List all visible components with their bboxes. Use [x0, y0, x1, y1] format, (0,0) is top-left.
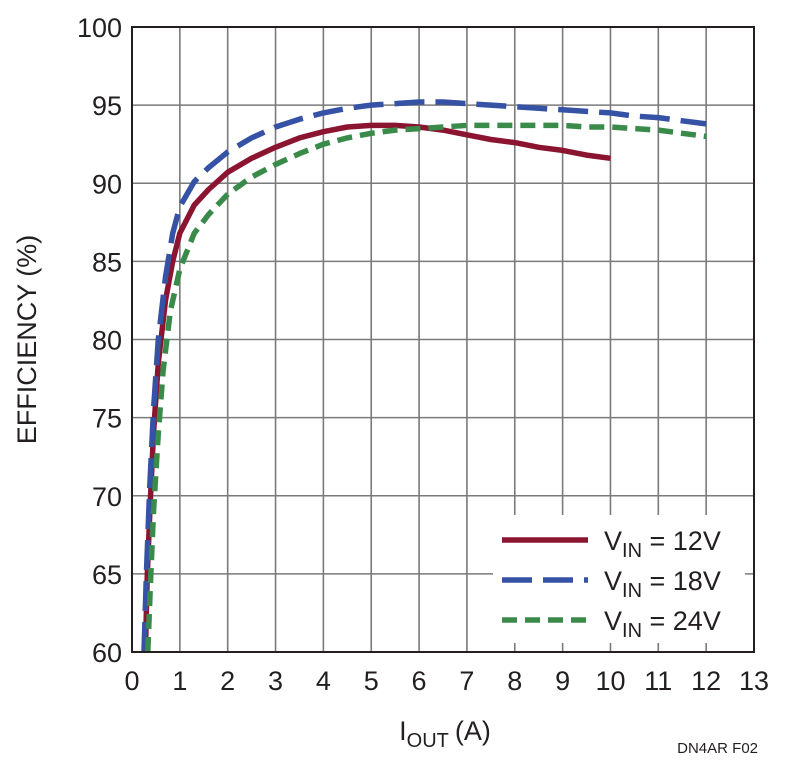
- legend-label-subscript: IN: [622, 580, 642, 602]
- legend-label-18v: VIN = 18V: [604, 566, 721, 602]
- y-tick-label: 80: [92, 326, 122, 356]
- x-tick-label: 2: [220, 666, 235, 696]
- legend-label-24v: VIN = 24V: [604, 606, 721, 642]
- legend-label-prefix: V: [604, 606, 622, 636]
- y-axis-label: EFFICIENCY (%): [12, 235, 42, 445]
- y-tick-label: 90: [92, 169, 122, 199]
- series-line-18v: [141, 99, 707, 653]
- x-tick-label: 5: [364, 666, 379, 696]
- y-tick-label: 60: [92, 638, 122, 668]
- legend-label-value: = 12V: [642, 526, 721, 556]
- x-tick-label: 9: [555, 666, 570, 696]
- x-tick-label: 4: [316, 666, 331, 696]
- y-tick-label: 75: [92, 404, 122, 434]
- x-axis-label-subscript: OUT: [407, 730, 449, 752]
- plot-area-border: [131, 26, 755, 653]
- y-tick-label: 100: [77, 13, 122, 43]
- y-tick-labels: 60 65 70 75 80 85 90 95 100: [77, 13, 122, 668]
- y-tick-label: 95: [92, 91, 122, 121]
- x-tick-label: 3: [268, 666, 283, 696]
- x-tick-label: 7: [459, 666, 474, 696]
- series-layer: [141, 99, 707, 653]
- x-tick-labels: 0 1 2 3 4 5 6 7 8 9 10 11 12 13: [124, 666, 769, 696]
- x-tick-label: 13: [739, 666, 769, 696]
- x-tick-label: 11: [644, 666, 672, 696]
- x-tick-label: 1: [172, 666, 187, 696]
- legend-label-value: = 24V: [642, 606, 721, 636]
- legend-label-prefix: V: [604, 526, 622, 556]
- y-tick-label: 65: [92, 560, 122, 590]
- x-tick-label: 6: [412, 666, 427, 696]
- legend-label-12v: VIN = 12V: [604, 526, 721, 562]
- x-tick-label: 10: [595, 666, 625, 696]
- series-line-24v: [145, 122, 707, 653]
- y-tick-label: 85: [92, 247, 122, 277]
- legend-label-subscript: IN: [622, 620, 642, 642]
- legend-label-subscript: IN: [622, 540, 642, 562]
- legend-label-value: = 18V: [642, 566, 721, 596]
- legend-label-prefix: V: [604, 566, 622, 596]
- figure-id: DN4AR F02: [677, 740, 758, 757]
- x-tick-label: 8: [507, 666, 522, 696]
- x-axis-label-unit: (A): [455, 716, 491, 746]
- x-tick-label: 0: [124, 666, 139, 696]
- x-axis-label: IOUT (A): [399, 716, 491, 752]
- x-tick-label: 12: [691, 666, 721, 696]
- y-tick-label: 70: [92, 482, 122, 512]
